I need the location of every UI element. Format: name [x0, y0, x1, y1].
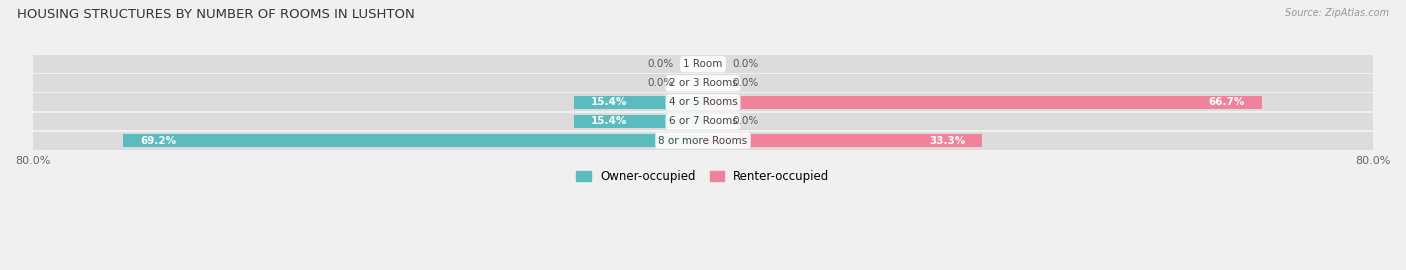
Text: 2 or 3 Rooms: 2 or 3 Rooms [669, 78, 737, 88]
Text: 8 or more Rooms: 8 or more Rooms [658, 136, 748, 146]
Text: 0.0%: 0.0% [733, 116, 759, 126]
Legend: Owner-occupied, Renter-occupied: Owner-occupied, Renter-occupied [572, 165, 834, 188]
Text: 1 Room: 1 Room [683, 59, 723, 69]
Text: 0.0%: 0.0% [733, 59, 759, 69]
Text: 0.0%: 0.0% [647, 59, 673, 69]
Bar [32, 74, 1374, 92]
Text: 69.2%: 69.2% [141, 136, 176, 146]
Text: Source: ZipAtlas.com: Source: ZipAtlas.com [1285, 8, 1389, 18]
Text: HOUSING STRUCTURES BY NUMBER OF ROOMS IN LUSHTON: HOUSING STRUCTURES BY NUMBER OF ROOMS IN… [17, 8, 415, 21]
Bar [574, 96, 703, 109]
Text: 15.4%: 15.4% [591, 97, 627, 107]
Bar [703, 134, 981, 147]
Bar [574, 114, 703, 128]
Bar [32, 55, 1374, 73]
Bar [32, 113, 1374, 130]
Text: 0.0%: 0.0% [647, 78, 673, 88]
Text: 4 or 5 Rooms: 4 or 5 Rooms [669, 97, 737, 107]
Bar [703, 96, 1261, 109]
Bar [32, 93, 1374, 111]
Text: 0.0%: 0.0% [733, 78, 759, 88]
Bar [32, 131, 1374, 150]
Text: 6 or 7 Rooms: 6 or 7 Rooms [669, 116, 737, 126]
Text: 33.3%: 33.3% [929, 136, 966, 146]
Text: 15.4%: 15.4% [591, 116, 627, 126]
Text: 66.7%: 66.7% [1209, 97, 1246, 107]
Bar [124, 134, 703, 147]
